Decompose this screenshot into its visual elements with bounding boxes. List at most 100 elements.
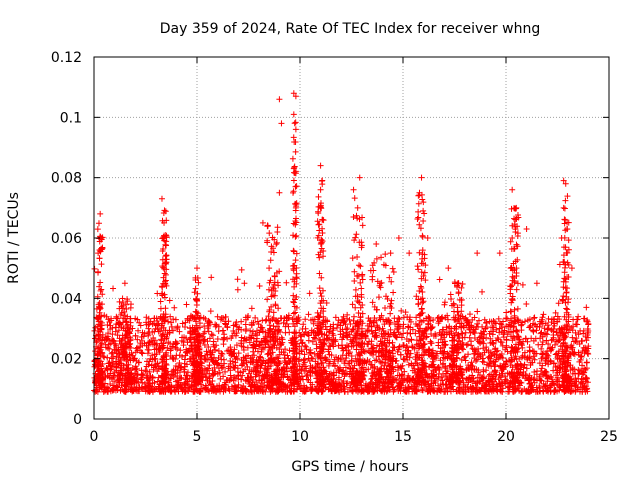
data-point [513, 327, 520, 334]
data-point [170, 316, 177, 323]
data-point [391, 329, 398, 336]
data-point [214, 313, 221, 320]
data-point [233, 342, 240, 349]
data-point [539, 351, 546, 358]
data-point [479, 288, 486, 295]
data-point [409, 344, 416, 351]
data-point [418, 305, 425, 312]
data-point [359, 222, 366, 229]
data-point [357, 263, 364, 270]
data-point [309, 338, 316, 345]
data-point [377, 284, 384, 291]
data-point [234, 286, 241, 293]
data-point [462, 357, 469, 364]
data-point [526, 324, 533, 331]
data-point [519, 281, 526, 288]
data-point [265, 286, 272, 293]
data-point [281, 351, 288, 358]
data-point [357, 304, 364, 311]
data-point [583, 337, 590, 344]
data-point [138, 333, 145, 340]
data-point [110, 285, 117, 292]
data-point [466, 311, 473, 318]
data-point [415, 192, 422, 199]
data-point [416, 249, 423, 256]
data-point [273, 239, 280, 246]
data-point [352, 304, 359, 311]
data-point [347, 386, 354, 393]
data-point [293, 293, 300, 300]
data-point [266, 230, 273, 237]
data-point [378, 254, 385, 261]
data-point [106, 359, 113, 366]
data-point [483, 320, 490, 327]
data-point [161, 207, 168, 214]
data-point [428, 325, 435, 332]
data-point [352, 286, 359, 293]
data-point [355, 299, 362, 306]
data-point [254, 318, 261, 325]
data-point [280, 349, 287, 356]
data-point [97, 279, 104, 286]
data-point [530, 327, 537, 334]
data-point [468, 359, 475, 366]
data-point [404, 329, 411, 336]
data-point [389, 265, 396, 272]
data-point [92, 324, 99, 331]
data-point [421, 210, 428, 217]
data-point [340, 378, 347, 385]
data-point [396, 331, 403, 338]
data-point [468, 338, 475, 345]
data-point [256, 282, 263, 289]
data-point [414, 263, 421, 270]
data-point [503, 309, 510, 316]
data-point [149, 352, 156, 359]
data-point [210, 371, 217, 378]
data-point [475, 317, 482, 324]
data-point [259, 317, 266, 324]
data-point [382, 251, 389, 258]
data-point [373, 255, 380, 262]
data-point [252, 368, 259, 375]
data-point [415, 214, 422, 221]
data-point [483, 324, 490, 331]
data-point [164, 344, 171, 351]
grid-lines [94, 57, 609, 419]
data-point [402, 309, 409, 316]
data-point [137, 322, 144, 329]
data-point [428, 340, 435, 347]
data-point [137, 376, 144, 383]
data-point [325, 329, 332, 336]
data-point [234, 276, 241, 283]
data-point [127, 357, 134, 364]
data-point [583, 359, 590, 366]
data-point [523, 365, 530, 372]
data-point [244, 344, 251, 351]
data-point [560, 244, 567, 251]
data-point [419, 288, 426, 295]
data-point [207, 308, 214, 315]
data-point [400, 330, 407, 337]
data-point [248, 305, 255, 312]
data-point [441, 301, 448, 308]
data-point [267, 257, 274, 264]
data-point [538, 365, 545, 372]
data-point [473, 323, 480, 330]
data-point [514, 305, 521, 312]
data-point [354, 253, 361, 260]
data-point [502, 315, 509, 322]
data-point [539, 338, 546, 345]
data-point [264, 296, 271, 303]
data-point [301, 351, 308, 358]
data-point [177, 347, 184, 354]
data-point [109, 331, 116, 338]
data-point [323, 300, 330, 307]
data-point [264, 223, 271, 230]
data-point [266, 322, 273, 329]
data-point [209, 332, 216, 339]
data-point [316, 285, 323, 292]
data-point [238, 266, 245, 273]
data-point [483, 344, 490, 351]
data-point [270, 249, 277, 256]
data-point [513, 286, 520, 293]
